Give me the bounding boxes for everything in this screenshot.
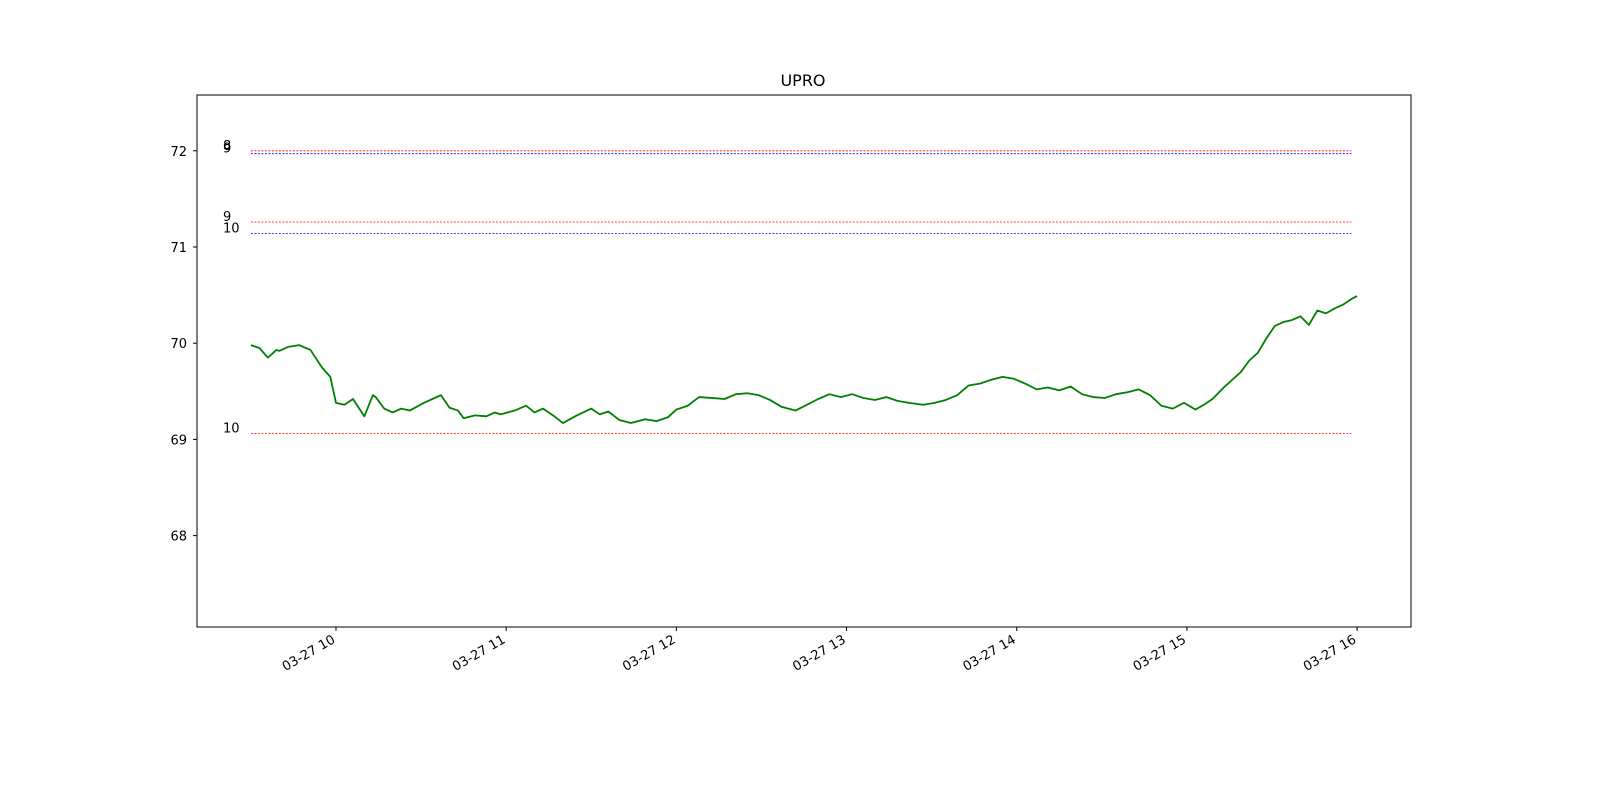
- level-label: 8: [223, 139, 231, 154]
- series-layer: [250, 295, 1358, 424]
- y-tick-label: 70: [170, 337, 187, 352]
- y-tick-label: 69: [170, 433, 187, 448]
- y-tick-label: 68: [170, 530, 187, 545]
- y-tick-label: 71: [170, 241, 187, 256]
- price-series-line: [250, 295, 1358, 424]
- y-tick-label: 72: [170, 145, 187, 160]
- y-axis: 68 69 70 71 72: [170, 145, 197, 545]
- level-lines: [250, 150, 1352, 435]
- level-label: 9: [223, 142, 231, 157]
- level-label: 10: [223, 422, 240, 437]
- plot-frame: [196, 94, 1412, 628]
- chart-title: UPRO: [780, 71, 825, 90]
- level-label: 10: [223, 222, 240, 237]
- level-label: 9: [223, 210, 231, 225]
